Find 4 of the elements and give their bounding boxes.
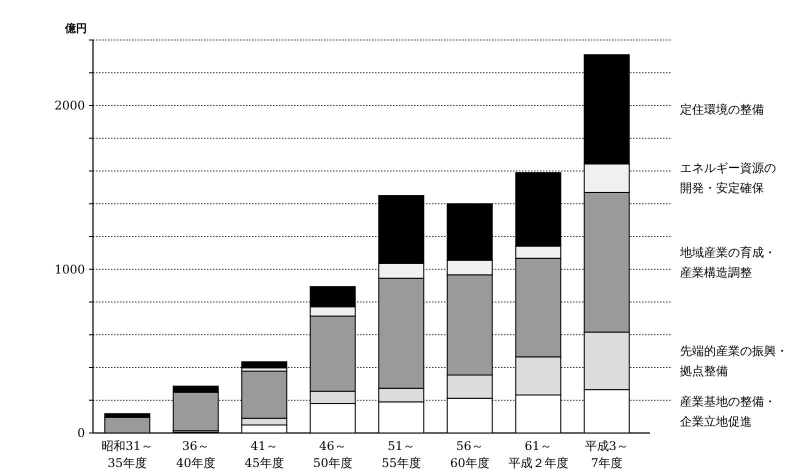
y-tick-label: 1000 <box>54 262 85 276</box>
y-tick-label: 0 <box>77 426 85 440</box>
y-axis-title: 億円 <box>64 22 87 35</box>
y-tick-label: 2000 <box>54 98 85 112</box>
